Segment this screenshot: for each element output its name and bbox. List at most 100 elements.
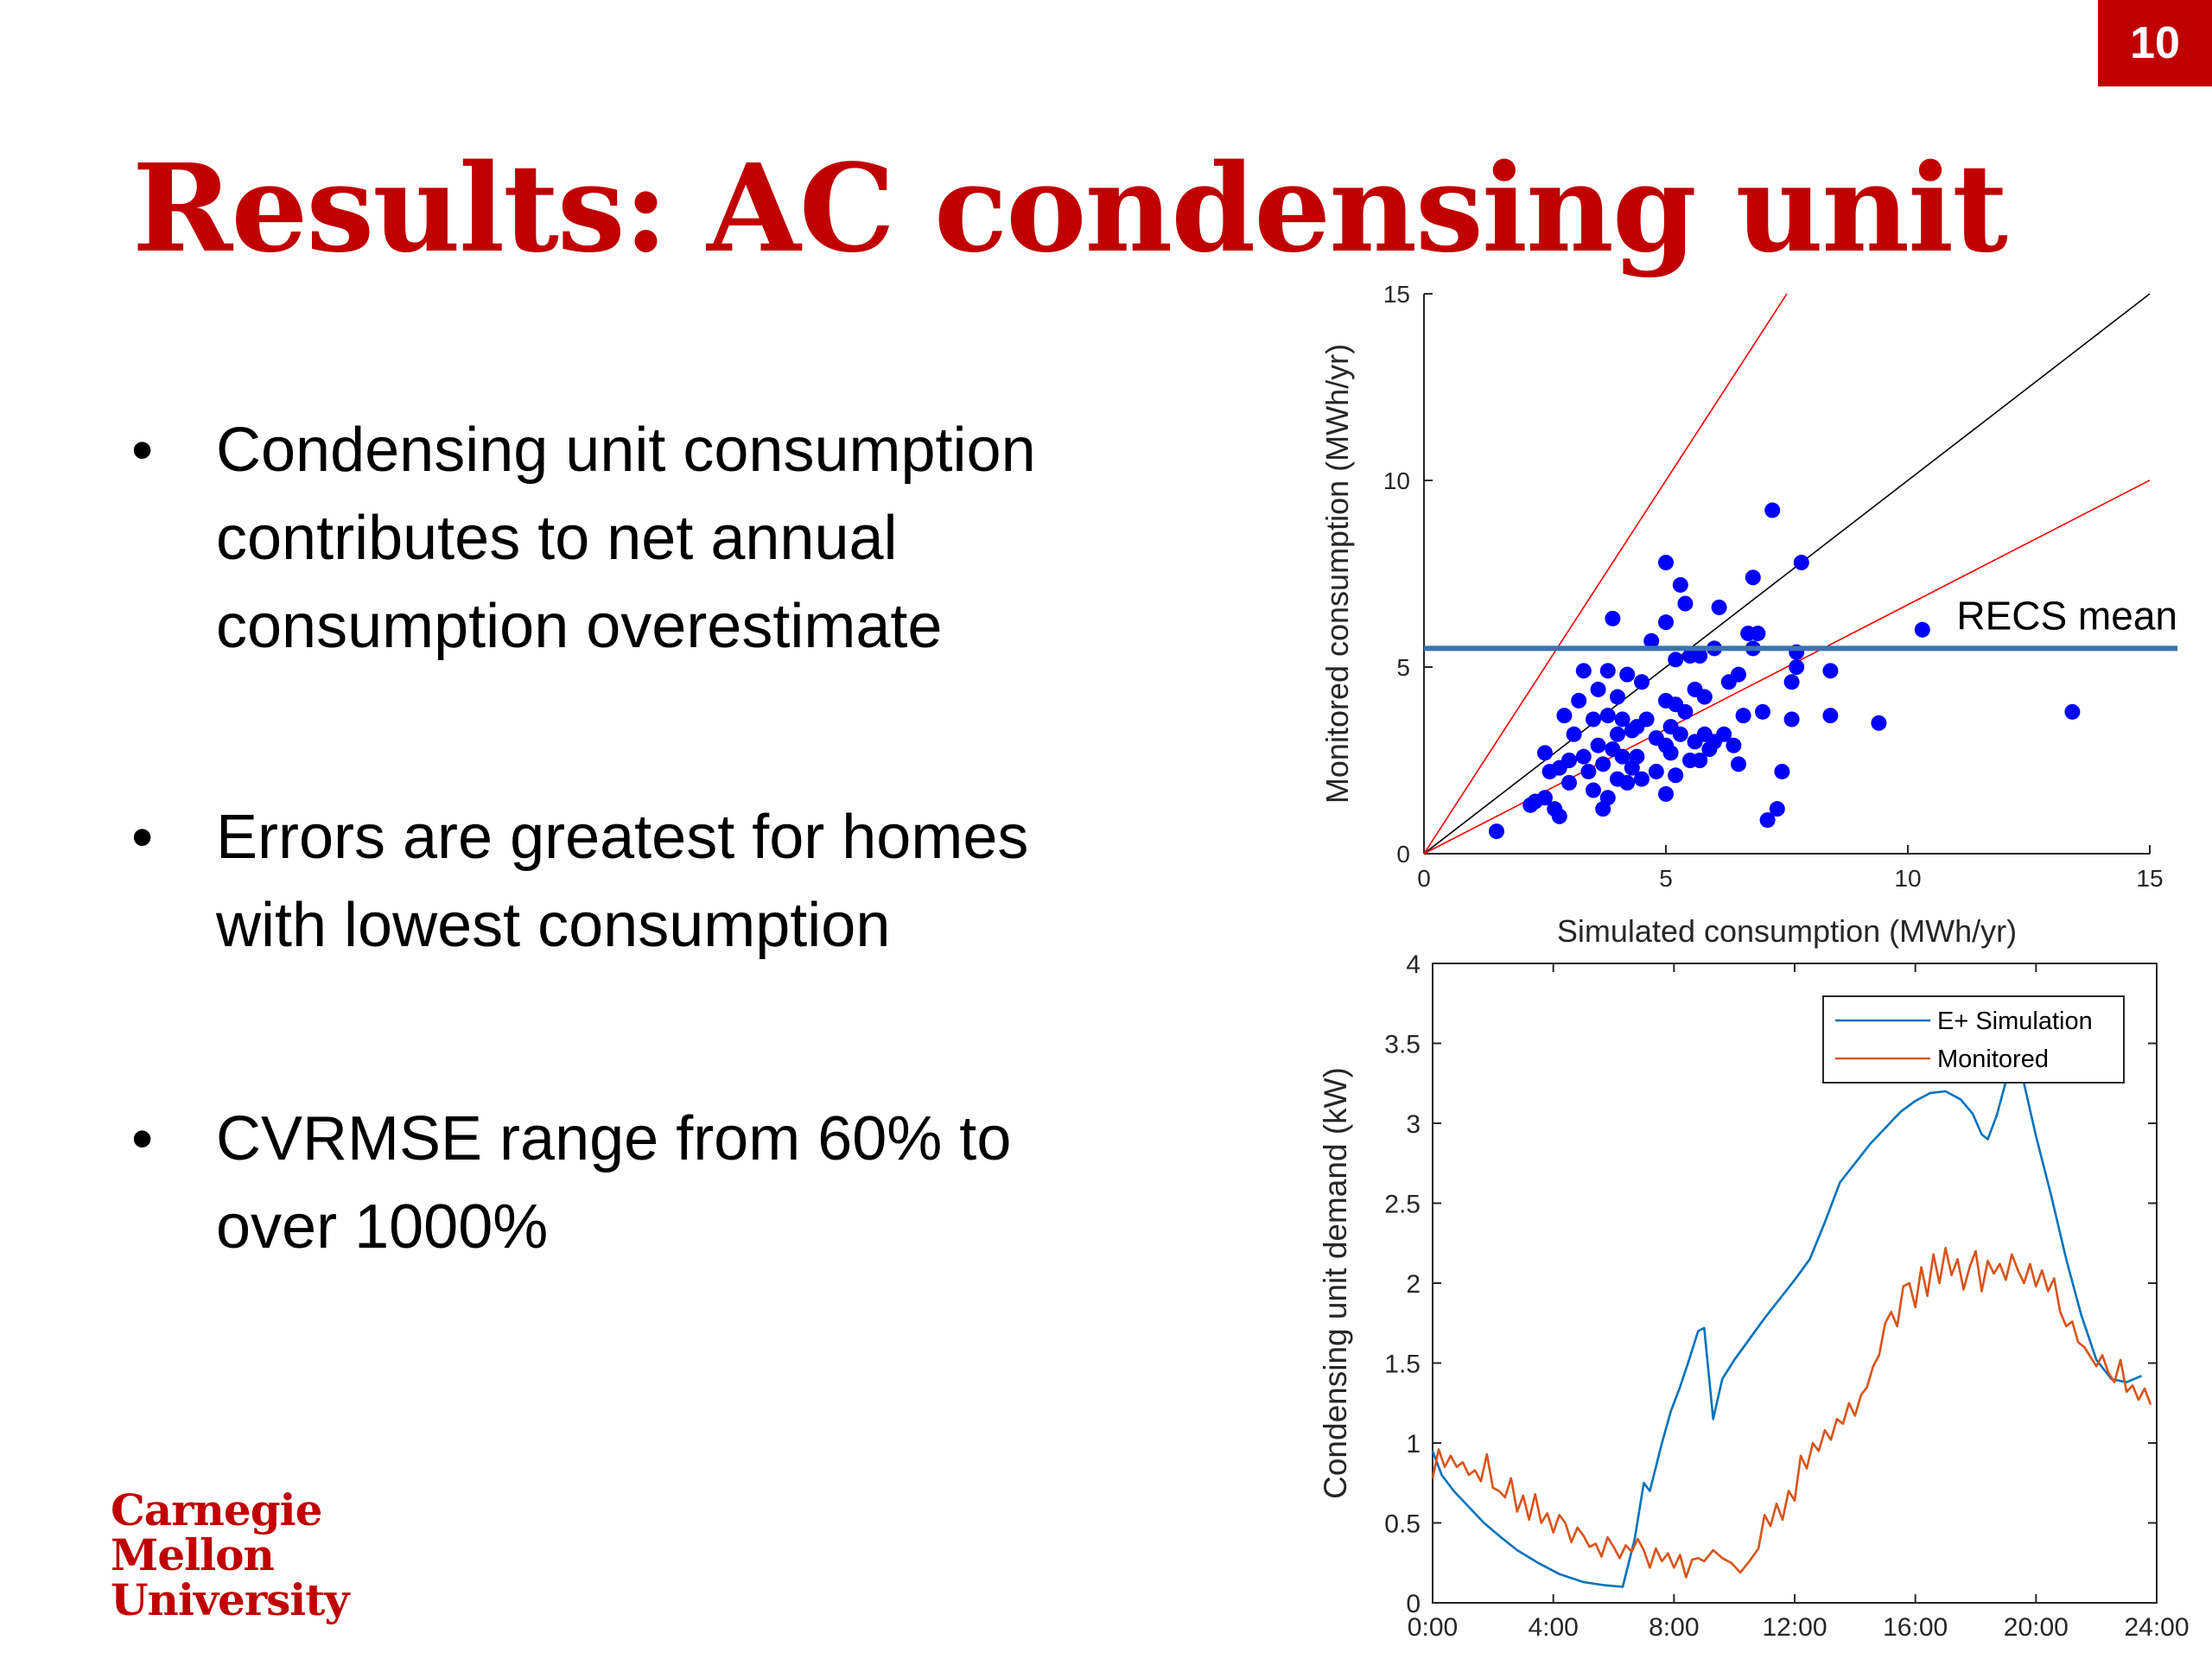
data-point bbox=[1561, 774, 1577, 791]
logo-line: Mellon bbox=[111, 1529, 275, 1580]
data-point bbox=[1726, 737, 1742, 753]
data-point bbox=[1629, 748, 1645, 765]
data-point bbox=[1822, 708, 1839, 724]
bullet-line: contributes to net annual bbox=[216, 504, 898, 573]
data-point bbox=[1764, 502, 1781, 518]
demand-line-chart: 0:00 4:00 8:00 12:00 16:00 20:00 24:00 0 0.5 1 1.5… bbox=[1318, 950, 2190, 1642]
data-point bbox=[1789, 659, 1805, 675]
data-point bbox=[1614, 748, 1630, 765]
data-point bbox=[1614, 711, 1630, 728]
bullet-item: Condensing unit consumption contributes … bbox=[130, 406, 1036, 671]
data-point bbox=[1735, 708, 1751, 724]
data-point bbox=[1634, 771, 1649, 787]
x-tick-label: 8:00 bbox=[1649, 1613, 1699, 1642]
data-point bbox=[1662, 745, 1679, 761]
x-tick-label: 15 bbox=[2136, 865, 2163, 892]
data-point bbox=[1793, 555, 1809, 571]
data-point bbox=[1759, 812, 1776, 829]
data-point bbox=[1610, 689, 1625, 705]
bullet-line: CVRMSE range from 60% to bbox=[216, 1104, 1012, 1173]
x-tick-label: 12:00 bbox=[1762, 1613, 1827, 1642]
data-point bbox=[1658, 785, 1674, 802]
data-point bbox=[1590, 681, 1606, 697]
data-point bbox=[1638, 711, 1655, 728]
data-point bbox=[1774, 763, 1790, 779]
data-point bbox=[1692, 753, 1708, 768]
slide-number: 10 bbox=[2098, 0, 2212, 86]
data-point bbox=[1745, 569, 1761, 586]
bullet-line: Errors are greatest for homes bbox=[216, 803, 1029, 872]
data-point bbox=[1619, 666, 1636, 683]
data-point bbox=[1566, 726, 1582, 742]
data-point bbox=[1580, 763, 1597, 779]
data-point bbox=[1696, 689, 1713, 705]
y-tick-label: 3 bbox=[1406, 1110, 1421, 1139]
y-tick-label: 2 bbox=[1406, 1270, 1421, 1299]
y-tick-label: 0 bbox=[1396, 841, 1410, 868]
x-tick-label: 0:00 bbox=[1408, 1613, 1458, 1642]
x-tick-label: 0 bbox=[1417, 865, 1431, 892]
data-point bbox=[1677, 703, 1694, 720]
y-tick-label: 0 bbox=[1406, 1590, 1421, 1618]
data-point bbox=[1605, 610, 1621, 626]
data-point bbox=[1643, 632, 1660, 649]
x-tick-label: 4:00 bbox=[1528, 1613, 1578, 1642]
legend-box bbox=[1822, 995, 2125, 1084]
data-point bbox=[1571, 692, 1587, 709]
data-point bbox=[1537, 790, 1553, 806]
data-point bbox=[1658, 614, 1674, 631]
x-tick-label: 24:00 bbox=[2124, 1613, 2189, 1642]
y-tick-label: 5 bbox=[1396, 654, 1410, 681]
data-point bbox=[1783, 674, 1800, 690]
y-tick-label: 10 bbox=[1383, 467, 1410, 494]
y-axis-label: Monitored consumption (MWh/yr) bbox=[1319, 344, 1355, 804]
data-point bbox=[1537, 745, 1553, 761]
x-tick-label: 5 bbox=[1659, 865, 1673, 892]
data-point bbox=[1561, 753, 1577, 768]
data-point bbox=[1551, 808, 1567, 824]
bullet-item: Errors are greatest for homes with lowes… bbox=[130, 793, 1028, 969]
x-tick-label: 16:00 bbox=[1883, 1613, 1948, 1642]
data-point bbox=[1750, 626, 1766, 642]
legend-label: Monitored bbox=[1937, 1046, 2049, 1073]
bullet-line: consumption overestimate bbox=[216, 592, 943, 661]
data-point bbox=[1822, 663, 1839, 679]
data-point bbox=[1716, 726, 1732, 742]
legend-label: E+ Simulation bbox=[1937, 1007, 2093, 1035]
data-point bbox=[1783, 711, 1800, 728]
data-point bbox=[1769, 801, 1785, 817]
data-point bbox=[1599, 708, 1616, 724]
series-line-monitored bbox=[1431, 1246, 2152, 1579]
data-point bbox=[1648, 763, 1664, 779]
y-tick-label: 2.5 bbox=[1384, 1191, 1421, 1219]
y-tick-label: 1 bbox=[1406, 1430, 1421, 1459]
data-point bbox=[1677, 595, 1694, 612]
x-tick-label: 20:00 bbox=[2004, 1613, 2069, 1642]
data-point bbox=[1575, 663, 1592, 679]
data-point bbox=[1658, 555, 1674, 571]
y-axis-label: Condensing unit demand (kW) bbox=[1318, 1067, 1353, 1499]
bullet-line: Condensing unit consumption bbox=[216, 416, 1036, 485]
data-point bbox=[1586, 782, 1601, 798]
data-point bbox=[1610, 726, 1625, 742]
data-point bbox=[1595, 756, 1611, 772]
data-point bbox=[1556, 708, 1573, 724]
data-point bbox=[1692, 648, 1708, 664]
data-point bbox=[1672, 726, 1688, 742]
data-point bbox=[1914, 621, 1930, 638]
bullet-item: CVRMSE range from 60% to over 1000% bbox=[130, 1095, 1011, 1271]
data-point bbox=[2064, 703, 2081, 720]
data-point bbox=[1634, 674, 1649, 690]
data-point bbox=[1871, 715, 1887, 731]
reference-line-upper bbox=[1423, 293, 1788, 855]
data-point bbox=[1711, 599, 1727, 615]
recs-mean-label: RECS mean bbox=[1956, 593, 2177, 638]
bullet-line: over 1000% bbox=[216, 1192, 549, 1262]
y-tick-label: 3.5 bbox=[1384, 1031, 1421, 1059]
data-point bbox=[1755, 703, 1770, 720]
data-point bbox=[1590, 737, 1606, 753]
y-tick-label: 1.5 bbox=[1384, 1351, 1421, 1379]
data-point bbox=[1619, 774, 1636, 791]
bullet-line: with lowest consumption bbox=[216, 891, 891, 960]
data-point bbox=[1668, 767, 1684, 784]
